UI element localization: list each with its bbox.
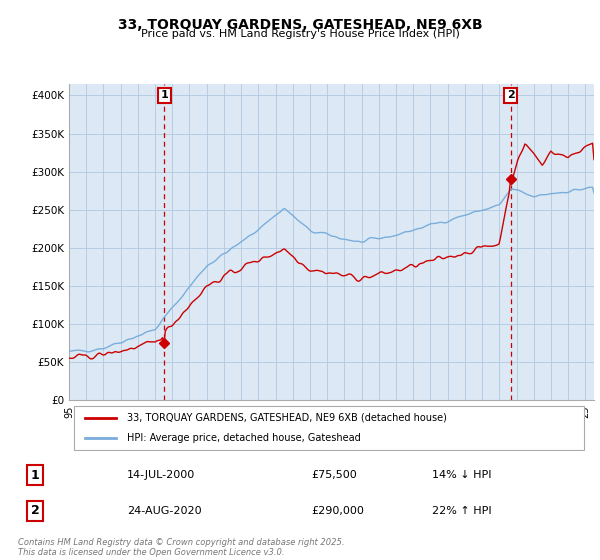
Text: 1: 1 (31, 469, 40, 482)
Text: 14% ↓ HPI: 14% ↓ HPI (433, 470, 492, 480)
Text: 2: 2 (31, 505, 40, 517)
FancyBboxPatch shape (74, 406, 583, 450)
Text: 22% ↑ HPI: 22% ↑ HPI (433, 506, 492, 516)
Text: 33, TORQUAY GARDENS, GATESHEAD, NE9 6XB (detached house): 33, TORQUAY GARDENS, GATESHEAD, NE9 6XB … (127, 413, 446, 423)
Text: £75,500: £75,500 (311, 470, 357, 480)
Text: £290,000: £290,000 (311, 506, 364, 516)
Text: Contains HM Land Registry data © Crown copyright and database right 2025.
This d: Contains HM Land Registry data © Crown c… (18, 538, 344, 557)
Text: HPI: Average price, detached house, Gateshead: HPI: Average price, detached house, Gate… (127, 433, 361, 443)
Text: 33, TORQUAY GARDENS, GATESHEAD, NE9 6XB: 33, TORQUAY GARDENS, GATESHEAD, NE9 6XB (118, 18, 482, 32)
Text: 24-AUG-2020: 24-AUG-2020 (127, 506, 202, 516)
Text: Price paid vs. HM Land Registry's House Price Index (HPI): Price paid vs. HM Land Registry's House … (140, 29, 460, 39)
Text: 14-JUL-2000: 14-JUL-2000 (127, 470, 196, 480)
Text: 2: 2 (506, 90, 514, 100)
Text: 1: 1 (160, 90, 168, 100)
